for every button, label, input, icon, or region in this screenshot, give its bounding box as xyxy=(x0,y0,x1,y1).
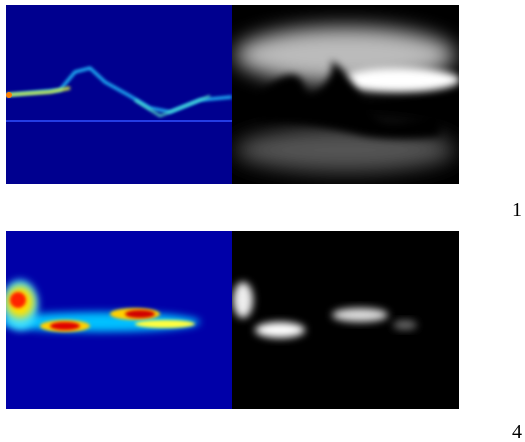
heatmap-bottom xyxy=(0,231,232,409)
heatmap-top xyxy=(6,5,232,184)
row-label: 1 xyxy=(512,199,522,221)
figure: 1 4 xyxy=(0,0,525,442)
saliency-bottom xyxy=(232,231,459,409)
row-label: 4 xyxy=(512,421,522,442)
saliency-top xyxy=(232,5,460,184)
